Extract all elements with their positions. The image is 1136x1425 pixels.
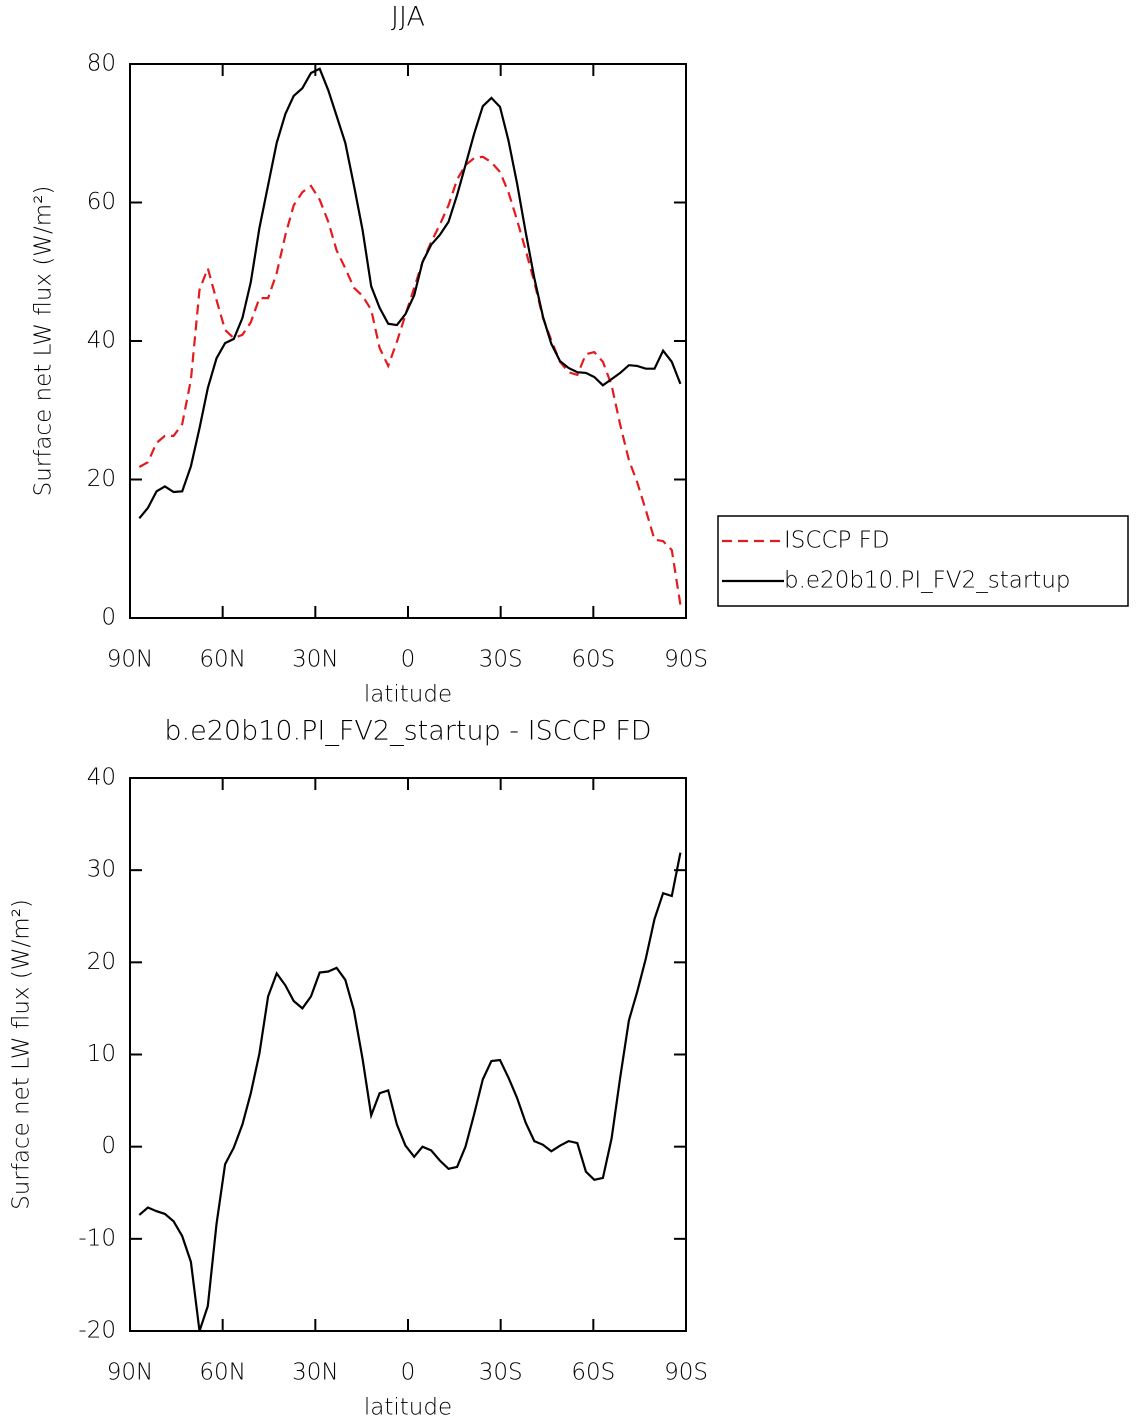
x-tick-label: 90S [664, 647, 708, 673]
data-line [138, 155, 682, 605]
chart-title: JJA [391, 2, 425, 33]
x-axis-label: latitude [364, 682, 452, 708]
y-tick-label: 40 [87, 765, 116, 791]
legend-box [717, 515, 1129, 607]
x-tick-label: 90N [107, 647, 153, 673]
x-tick-label: 0 [401, 647, 416, 673]
data-line [138, 852, 682, 1332]
data-line [138, 67, 682, 520]
y-axis-label: Surface net LW flux (W/m²) [31, 186, 57, 497]
y-tick-label: 30 [87, 857, 116, 883]
x-axis-label: latitude [364, 1395, 452, 1421]
x-tick-label: 30N [292, 647, 338, 673]
legend-label: ISCCP FD [784, 528, 890, 554]
plot-frame [129, 63, 687, 619]
x-tick-label: 60N [199, 647, 245, 673]
x-tick-label: 30S [479, 1360, 523, 1386]
chart-title: b.e20b10.PI_FV2_startup - ISCCP FD [164, 716, 651, 747]
y-tick-label: 20 [87, 949, 116, 975]
x-tick-label: 90N [107, 1360, 153, 1386]
y-tick-label: 60 [87, 189, 116, 215]
y-tick-label: 20 [87, 466, 116, 492]
y-axis-label: Surface net LW flux (W/m²) [9, 899, 35, 1210]
legend-label: b.e20b10.PI_FV2_startup [784, 568, 1071, 594]
x-tick-label: 30S [479, 647, 523, 673]
x-tick-label: 30N [292, 1360, 338, 1386]
x-tick-label: 90S [664, 1360, 708, 1386]
y-tick-label: 80 [87, 51, 116, 77]
x-tick-label: 60S [571, 1360, 615, 1386]
y-tick-label: 0 [101, 605, 116, 631]
y-tick-label: 10 [87, 1041, 116, 1067]
y-tick-label: -10 [78, 1225, 116, 1251]
x-tick-label: 0 [401, 1360, 416, 1386]
y-tick-label: 40 [87, 328, 116, 354]
x-tick-label: 60N [199, 1360, 245, 1386]
y-tick-label: 0 [101, 1133, 116, 1159]
x-tick-label: 60S [571, 647, 615, 673]
y-tick-label: -20 [78, 1318, 116, 1344]
